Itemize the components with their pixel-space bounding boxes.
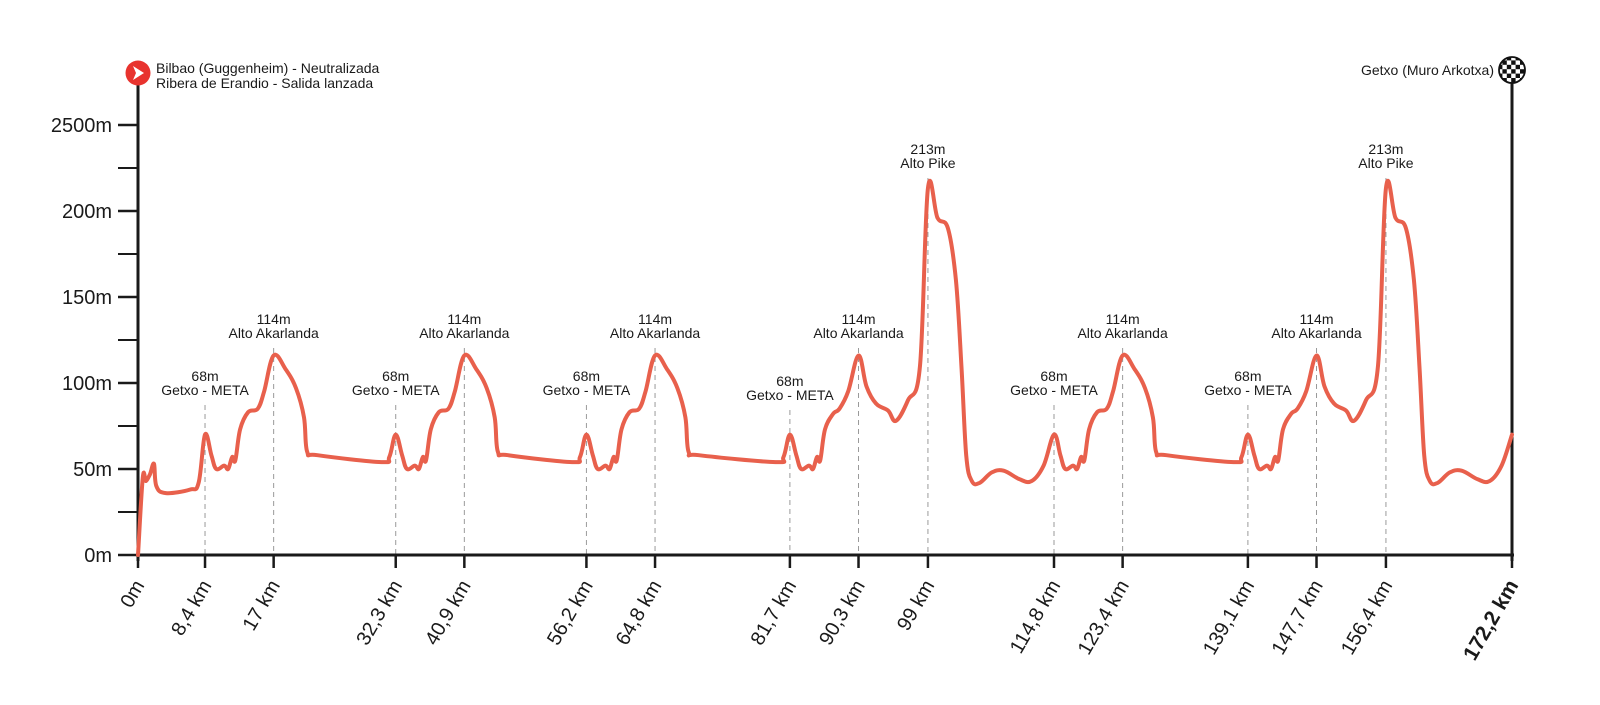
climb-name-label: Alto Akarlanda <box>228 325 318 341</box>
guide-lines <box>204 178 1387 555</box>
finish-place-label: Getxo (Muro Arkotxa) <box>1361 62 1494 78</box>
climb-altitude-label: 68m <box>191 368 218 384</box>
x-tick-label: 17 km <box>239 577 285 635</box>
start-arrow-icon <box>125 60 151 86</box>
x-tick-label: 123,4 km <box>1074 577 1134 659</box>
climb-name-label: Getxo - META <box>1204 382 1292 398</box>
start-place-line1: Bilbao (Guggenheim) - Neutralizada <box>156 60 380 76</box>
x-tick-label: 147,7 km <box>1268 577 1328 659</box>
climb-altitude-label: 68m <box>1234 368 1261 384</box>
climb-name-label: Alto Akarlanda <box>419 325 509 341</box>
climb-name-label: Getxo - META <box>746 387 834 403</box>
x-tick-label: 40,9 km <box>421 577 476 650</box>
climb-altitude-label: 114m <box>257 311 291 327</box>
x-tick-label: 32,3 km <box>352 577 407 650</box>
climb-name-label: Getxo - META <box>543 382 631 398</box>
climb-altitude-label: 68m <box>776 373 803 389</box>
x-tick-label: 64,8 km <box>612 577 667 650</box>
climb-altitude-label: 68m <box>1040 368 1067 384</box>
climb-altitude-label: 68m <box>382 368 409 384</box>
x-tick-label: 139,1 km <box>1199 577 1259 659</box>
climb-name-label: Alto Akarlanda <box>610 325 700 341</box>
climb-name-label: Alto Akarlanda <box>1271 325 1361 341</box>
y-tick-label: 150m <box>62 287 112 309</box>
climb-altitude-label: 114m <box>447 311 481 327</box>
start-marker: Bilbao (Guggenheim) - Neutralizada Riber… <box>125 60 380 91</box>
climb-altitude-label: 213m <box>1368 141 1403 157</box>
climb-altitude-label: 114m <box>1300 311 1334 327</box>
y-tick-label: 100m <box>62 373 112 395</box>
climb-name-label: Alto Pike <box>900 155 955 171</box>
climb-altitude-label: 114m <box>842 311 876 327</box>
y-tick-label: 200m <box>62 201 112 223</box>
climb-name-label: Getxo - META <box>161 382 249 398</box>
x-tick-label: 172,2 km <box>1459 576 1523 664</box>
climb-altitude-label: 114m <box>1106 311 1140 327</box>
profile-series <box>136 178 1514 557</box>
x-tick-label: 99 km <box>893 577 939 635</box>
climb-name-label: Alto Akarlanda <box>813 325 903 341</box>
x-tick-label: 156,4 km <box>1337 577 1397 659</box>
y-tick-label: 2500m <box>51 115 112 137</box>
x-tick-label: 90,3 km <box>815 577 870 650</box>
x-tick-label: 8,4 km <box>167 577 216 640</box>
climb-name-label: Alto Pike <box>1358 155 1413 171</box>
finish-marker: Getxo (Muro Arkotxa) <box>1361 56 1526 84</box>
y-tick-label: 0m <box>84 545 112 567</box>
y-tick-label: 50m <box>73 459 112 481</box>
x-tick-label: 56,2 km <box>543 577 598 650</box>
elevation-profile-line <box>136 178 1514 557</box>
x-tick-label: 114,8 km <box>1006 577 1065 658</box>
start-place-line2: Ribera de Erandio - Salida lanzada <box>156 75 373 91</box>
checkered-flag-icon <box>1498 56 1526 84</box>
climb-altitude-label: 68m <box>573 368 600 384</box>
x-tick-label: 0m <box>116 577 149 612</box>
axes <box>118 82 1514 568</box>
climb-name-label: Getxo - META <box>352 382 440 398</box>
climb-altitude-label: 213m <box>910 141 945 157</box>
climb-altitude-label: 114m <box>638 311 672 327</box>
climb-name-label: Alto Akarlanda <box>1077 325 1167 341</box>
climb-name-label: Getxo - META <box>1010 382 1098 398</box>
x-tick-label: 81,7 km <box>747 577 802 650</box>
